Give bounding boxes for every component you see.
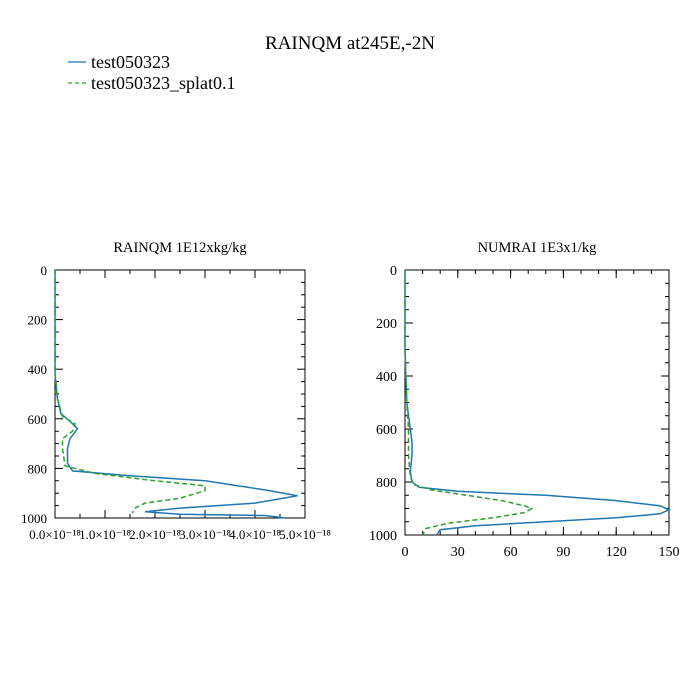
y-tick-label: 400 [376, 370, 397, 385]
x-tick-label: 150 [659, 545, 680, 560]
x-tick-label: 30 [451, 545, 465, 560]
y-tick-label: 1000 [21, 511, 47, 526]
y-tick-label: 200 [376, 317, 397, 332]
series-line-test050323 [54, 270, 298, 519]
series-line-test050323 [404, 270, 671, 536]
rainqm-panel: RAINQM 1E12xkg/kg 0 200 400 600 800 10000.0×1… [21, 240, 331, 542]
x-tick-label: 5.0×10⁻¹⁸ [279, 527, 331, 542]
x-tick-label: 4.0×10⁻¹⁸ [229, 527, 281, 542]
y-tick-label: 800 [376, 476, 397, 491]
y-tick-label: 800 [28, 461, 48, 476]
x-tick-label: 3.0×10⁻¹⁸ [179, 527, 231, 542]
x-tick-label: 60 [504, 545, 518, 560]
x-tick-label: 90 [556, 545, 570, 560]
y-tick-label: 400 [28, 362, 48, 377]
panel-title: NUMRAI 1E3x1/kg [478, 240, 597, 256]
y-tick-label: 200 [28, 313, 48, 328]
x-tick-label: 0 [402, 545, 409, 560]
x-tick-label: 1.0×10⁻¹⁸ [79, 527, 131, 542]
series-line-test050323_splat0.1 [54, 270, 206, 514]
y-tick-label: 0 [390, 264, 397, 279]
y-tick-label: 1000 [369, 529, 397, 544]
plot-frame [54, 269, 306, 519]
y-tick-label: 600 [28, 412, 48, 427]
figure-title: RAINQM at245E,-2N [265, 33, 435, 54]
x-tick-label: 120 [606, 545, 627, 560]
series-line-test050323_splat0.1 [404, 270, 534, 536]
legend-label-1: test050323 [91, 52, 170, 72]
y-tick-label: 600 [376, 423, 397, 438]
numrai-panel: NUMRAI 1E3x1/kg 0 200 400 600 800 1000 0 30 60 90… [369, 240, 680, 560]
legend: test050323 test050323_splat0.1 [68, 52, 236, 93]
y-tick-label: 0 [41, 263, 48, 278]
legend-label-2: test050323_splat0.1 [91, 73, 236, 93]
panel-title: RAINQM 1E12xkg/kg [113, 240, 246, 256]
x-tick-label: 2.0×10⁻¹⁸ [129, 527, 181, 542]
x-tick-label: 0.0×10⁻¹⁸ [29, 527, 81, 542]
